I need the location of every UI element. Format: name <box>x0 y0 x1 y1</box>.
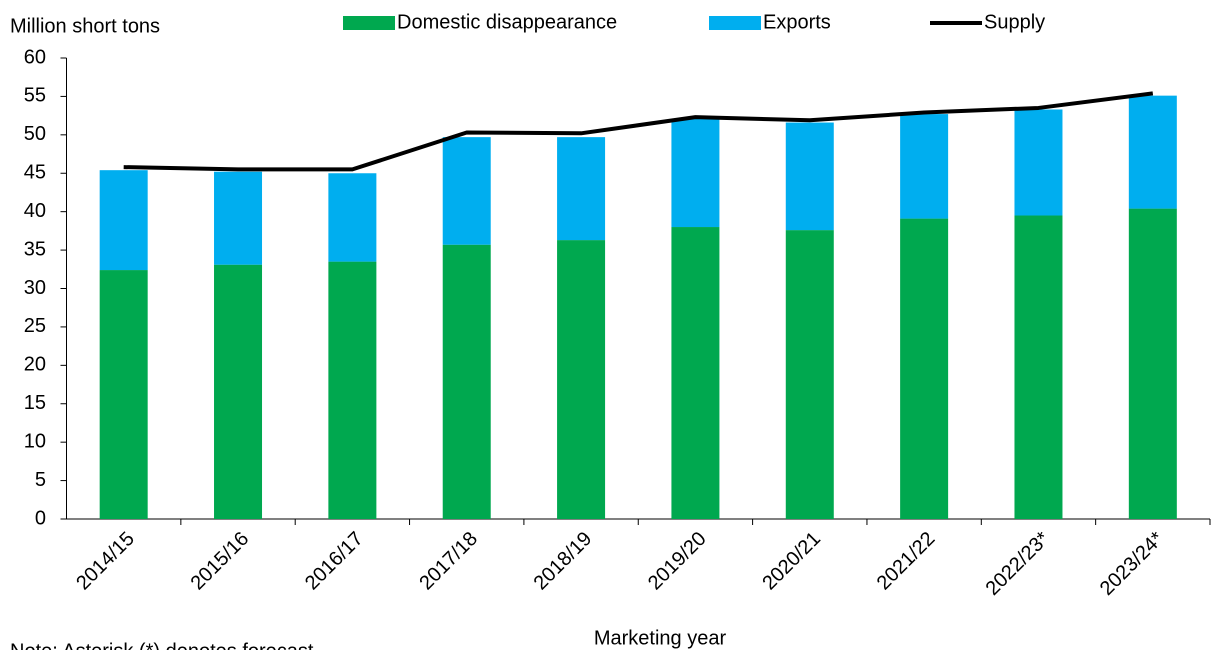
x-tick-label: 2015/16 <box>187 528 254 595</box>
line <box>123 91 1154 172</box>
x-tick-label: 2023/24* <box>1096 528 1168 600</box>
bar <box>214 264 263 519</box>
bar <box>442 244 491 519</box>
bar <box>328 261 377 519</box>
y-tick-label: 35 <box>24 238 46 260</box>
legend-swatch <box>343 16 395 30</box>
x-tick-label: 2021/22 <box>873 528 940 595</box>
bar <box>900 114 949 219</box>
y-tick-label: 40 <box>24 200 46 222</box>
y-tick-label: 25 <box>24 315 46 337</box>
y-tick-label: 45 <box>24 162 46 184</box>
bar <box>785 122 834 231</box>
y-tick-label: 5 <box>35 469 46 491</box>
bar <box>214 171 263 265</box>
y-axis-label: Million short tons <box>10 15 160 37</box>
y-tick-label: 60 <box>24 46 46 68</box>
bar <box>785 230 834 519</box>
x-tick-label: 2020/21 <box>758 528 825 595</box>
bar <box>900 218 949 519</box>
bar <box>1128 95 1177 209</box>
y-tick-label: 10 <box>24 430 46 452</box>
y-tick-label: 50 <box>24 123 46 145</box>
x-tick-label: 2022/23* <box>982 528 1054 600</box>
x-tick-label: 2014/15 <box>72 528 139 595</box>
legend-label: Domestic disappearance <box>397 11 617 33</box>
bar <box>442 137 491 245</box>
y-tick-label: 55 <box>24 85 46 107</box>
bar <box>671 118 720 228</box>
legend-label: Supply <box>984 11 1045 33</box>
bar <box>557 137 606 241</box>
y-tick-label: 15 <box>24 392 46 414</box>
bar <box>1128 208 1177 520</box>
bar <box>671 227 720 520</box>
bar <box>1014 215 1063 519</box>
bar <box>99 170 148 271</box>
legend-swatch <box>709 16 761 30</box>
y-tick-label: 0 <box>35 507 46 529</box>
y-tick-label: 20 <box>24 354 46 376</box>
bar <box>557 240 606 519</box>
note: Note: Asterisk (*) denotes forecast. <box>10 640 319 650</box>
bar <box>99 270 148 519</box>
bar <box>1014 109 1063 216</box>
y-tick-label: 30 <box>24 277 46 299</box>
x-tick-label: 2019/20 <box>644 528 711 595</box>
x-axis-label: Marketing year <box>594 627 727 649</box>
x-tick-label: 2017/18 <box>415 528 482 595</box>
legend-label: Exports <box>763 11 831 33</box>
x-tick-label: 2018/19 <box>530 528 597 595</box>
x-tick-label: 2016/17 <box>301 528 368 595</box>
bar <box>328 173 377 262</box>
